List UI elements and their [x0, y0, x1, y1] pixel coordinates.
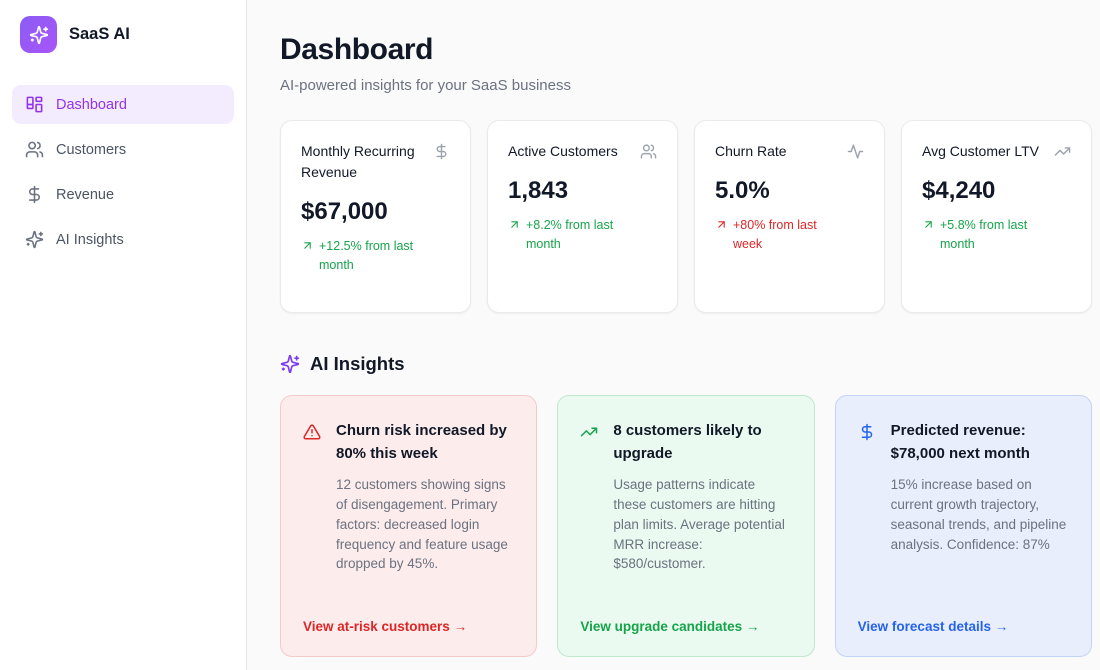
stat-card-header: Monthly Recurring Revenue: [301, 141, 450, 183]
stat-value: $4,240: [922, 177, 996, 204]
insight-card-header: Predicted revenue: $78,000 next month: [858, 420, 1069, 465]
ai-insights-title: AI Insights: [310, 353, 405, 374]
stat-delta-text: +8.2% from last month: [526, 218, 614, 252]
stat-delta-text: +5.8% from last month: [940, 218, 1028, 252]
trending-up-icon: [580, 423, 598, 441]
page-title: Dashboard: [280, 33, 434, 66]
sidebar-item-label: Customers: [56, 141, 127, 158]
insight-card: Predicted revenue: $78,000 next month 15…: [834, 395, 1092, 657]
stat-value: 5.0%: [715, 177, 770, 204]
page-subtitle: AI-powered insights for your SaaS busine…: [280, 77, 571, 94]
stat-card-header: Churn Rate: [715, 141, 864, 162]
logo-sparkles-icon: [20, 16, 57, 53]
sparkles-icon: [25, 230, 44, 249]
stat-card: Churn Rate 5.0% +80% from last week: [694, 120, 885, 313]
users-icon: [25, 140, 44, 159]
insight-body: 12 customers showing signs of disengagem…: [336, 477, 508, 572]
stat-card-header: Active Customers: [508, 141, 657, 162]
ai-insights-heading: AI Insights: [280, 353, 1092, 375]
insight-body: 15% increase based on current growth tra…: [890, 477, 1067, 552]
insight-card-header: Churn risk increased by 80% this week: [303, 420, 514, 465]
stat-label: Monthly Recurring Revenue: [301, 143, 415, 180]
users-icon: [640, 143, 657, 160]
insight-link[interactable]: View at-risk customers →: [303, 619, 468, 634]
stat-value: 1,843: [508, 177, 569, 204]
stat-card-header: Avg Customer LTV: [922, 141, 1071, 162]
stat-delta: +5.8% from last month: [922, 216, 1044, 255]
dollar-icon: [858, 423, 876, 441]
stat-label: Churn Rate: [715, 143, 787, 159]
arrow-up-right-icon: [508, 218, 521, 231]
arrow-up-right-icon: [715, 218, 728, 231]
stats-row: Monthly Recurring Revenue $67,000 +12.5%…: [280, 120, 1092, 313]
sidebar-item-label: AI Insights: [56, 231, 124, 248]
sidebar-item-customers[interactable]: Customers: [12, 130, 234, 169]
dollar-icon: [25, 185, 44, 204]
insight-title: 8 customers likely to upgrade: [613, 422, 762, 462]
stat-card: Avg Customer LTV $4,240 +5.8% from last …: [901, 120, 1092, 313]
stat-card: Active Customers 1,843 +8.2% from last m…: [487, 120, 678, 313]
sidebar-item-label: Revenue: [56, 186, 115, 203]
trending-up-icon: [1054, 143, 1071, 160]
dollar-icon: [433, 143, 450, 160]
alert-triangle-icon: [303, 423, 321, 441]
stat-value: $67,000: [301, 198, 388, 225]
stat-delta: +80% from last week: [715, 216, 837, 255]
arrow-up-right-icon: [301, 239, 314, 252]
activity-icon: [847, 143, 864, 160]
insight-card: 8 customers likely to upgrade Usage patt…: [557, 395, 815, 657]
stat-delta: +8.2% from last month: [508, 216, 630, 255]
layout-grid-icon: [25, 95, 44, 114]
insight-link[interactable]: View forecast details →: [857, 619, 1009, 634]
main-content: Dashboard AI-powered insights for your S…: [247, 0, 1100, 670]
logo: SaaS AI: [12, 14, 234, 53]
insight-card-header: 8 customers likely to upgrade: [580, 420, 791, 465]
stat-delta-text: +80% from last week: [733, 218, 817, 252]
stat-card: Monthly Recurring Revenue $67,000 +12.5%…: [280, 120, 471, 313]
insight-title: Predicted revenue: $78,000 next month: [890, 422, 1030, 462]
sidebar-item-revenue[interactable]: Revenue: [12, 175, 234, 214]
stat-label: Avg Customer LTV: [922, 143, 1039, 159]
sidebar-item-ai-insights[interactable]: AI Insights: [12, 220, 234, 259]
app-title: SaaS AI: [69, 25, 130, 43]
stat-label: Active Customers: [508, 143, 618, 159]
insight-title: Churn risk increased by 80% this week: [336, 422, 507, 462]
sidebar-item-label: Dashboard: [56, 96, 127, 113]
stat-delta: +12.5% from last month: [301, 237, 423, 276]
sidebar-item-dashboard[interactable]: Dashboard: [12, 85, 234, 124]
insight-cards-row: Churn risk increased by 80% this week 12…: [280, 395, 1092, 657]
sparkles-icon: [280, 354, 300, 374]
insight-card: Churn risk increased by 80% this week 12…: [280, 395, 538, 657]
sidebar-nav: Dashboard Customers Revenue AI Insights: [12, 85, 234, 259]
insight-body: Usage patterns indicate these customers …: [613, 477, 785, 572]
arrow-up-right-icon: [922, 218, 935, 231]
sidebar: SaaS AI Dashboard Customers Revenue AI I…: [0, 0, 247, 670]
stat-delta-text: +12.5% from last month: [319, 239, 414, 273]
insight-link[interactable]: View upgrade candidates →: [580, 619, 760, 634]
